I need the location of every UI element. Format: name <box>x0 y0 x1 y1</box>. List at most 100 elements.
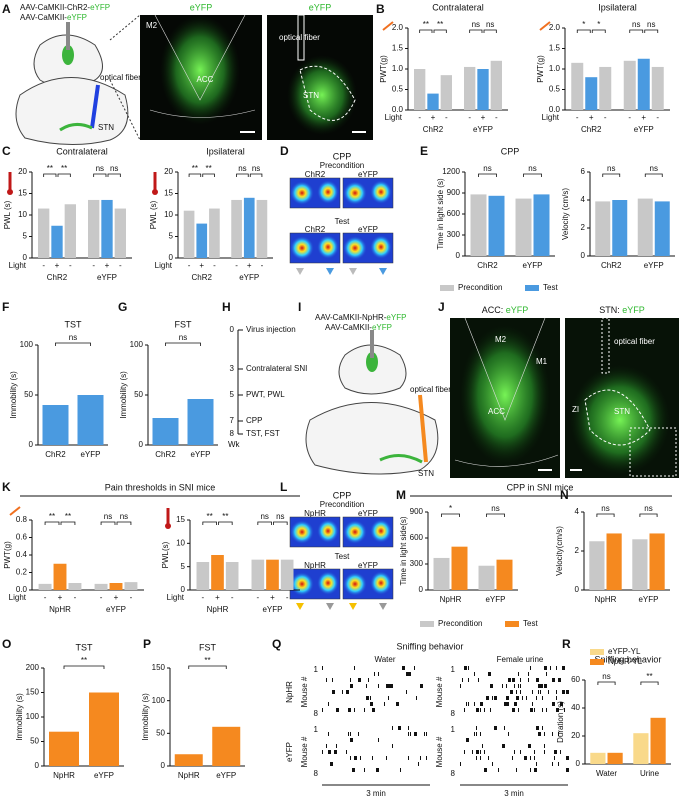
axis-label: Mouse # <box>300 736 309 767</box>
raster-event <box>426 732 427 736</box>
heatmap-spot <box>317 180 339 204</box>
raster-event <box>354 708 355 712</box>
bar <box>124 582 138 590</box>
group-label: Urine <box>640 769 660 778</box>
raster-event <box>518 684 519 688</box>
scale-label: 3 min <box>504 789 524 798</box>
group-label: eYFP <box>262 605 282 614</box>
raster-event <box>524 756 527 760</box>
raster-event <box>492 696 493 700</box>
virus-name: AAV-CaMKII- <box>20 13 67 22</box>
x-sign: + <box>589 113 594 122</box>
bar <box>595 201 611 256</box>
raster-event <box>552 762 553 766</box>
raster-event <box>520 750 521 754</box>
bar <box>251 559 265 590</box>
sig-bracket <box>116 521 132 525</box>
sig-label: ns <box>120 512 128 521</box>
sig-bracket <box>640 681 659 685</box>
raster-event <box>512 708 515 712</box>
raster-event <box>474 732 475 736</box>
projection <box>59 123 93 132</box>
sig-label: ns <box>238 164 246 173</box>
raster-event <box>330 762 333 766</box>
sig-bracket <box>478 173 497 177</box>
sig-label: ns <box>491 504 499 513</box>
raster-event <box>406 690 407 694</box>
sig-label: ns <box>601 504 609 513</box>
raster-event <box>326 744 327 748</box>
y-tick-label: 2.0 <box>549 23 561 32</box>
raster-event <box>542 708 543 712</box>
y-tick-label: 50 <box>24 390 33 399</box>
raster-event <box>506 696 509 700</box>
raster-event <box>544 666 547 670</box>
bar <box>53 563 67 590</box>
sig-bracket <box>188 665 227 669</box>
y-tick-label: 4 <box>575 507 580 516</box>
y-tick-label: 0 <box>456 251 461 260</box>
sig-label: ns <box>632 20 640 29</box>
raster-event <box>392 744 393 748</box>
x-sign: + <box>58 593 63 602</box>
heatmap-spot <box>343 520 367 544</box>
sig-label: ns <box>472 20 480 29</box>
fiber-label: optical fiber <box>100 73 141 82</box>
sig-bracket <box>273 521 288 525</box>
bar <box>187 399 214 445</box>
injection <box>62 45 74 65</box>
raster-event <box>514 684 515 688</box>
raster-event <box>350 684 353 688</box>
x-sign: - <box>213 261 216 270</box>
legend-label: NpHR-YL <box>608 657 643 666</box>
row-label: 8 <box>451 769 456 778</box>
y-tick-label: 15 <box>164 189 173 198</box>
raster-event <box>528 744 531 748</box>
raster-event <box>468 666 469 670</box>
sig-label: ns <box>644 504 652 513</box>
x-sign: - <box>92 261 95 270</box>
raster-event <box>506 684 507 688</box>
raster-event <box>468 678 469 682</box>
bar <box>101 199 113 258</box>
raster-event <box>562 702 563 706</box>
sig-label: * <box>449 504 452 513</box>
sig-label: ** <box>437 20 443 29</box>
chart-title: TST <box>76 642 94 652</box>
bar <box>606 533 622 590</box>
triangle <box>379 268 387 275</box>
raster-event <box>548 690 549 694</box>
group-label: eYFP <box>634 125 654 134</box>
y-axis-label: Immobility (s) <box>9 371 18 419</box>
region-label: ACC <box>197 75 214 84</box>
virus-tag: eYFP <box>67 13 87 22</box>
region-label: ZI <box>572 405 579 414</box>
raster-event <box>332 678 333 682</box>
panel-label: Q <box>272 637 281 651</box>
raster-event <box>328 732 329 736</box>
raster-event <box>462 678 463 682</box>
image-title: eYFP <box>309 2 332 12</box>
raster-event <box>520 684 521 688</box>
y-tick-label: 10 <box>18 210 27 219</box>
raster-event <box>538 678 539 682</box>
raster-event <box>406 672 409 676</box>
sig-bracket <box>188 173 202 177</box>
panel-label: N <box>560 488 569 502</box>
raster-event <box>546 672 547 676</box>
y-tick-label: 1200 <box>442 167 460 176</box>
sig-label: ns <box>486 20 494 29</box>
x-sign: - <box>201 593 204 602</box>
region-label: M1 <box>536 357 548 366</box>
raster-event <box>414 732 417 736</box>
y-tick-label: 10 <box>176 538 185 547</box>
raster-event <box>558 678 561 682</box>
panel-q: Sniffing behavior Water Female urine NpH… <box>285 641 568 798</box>
bar <box>464 66 476 110</box>
syringe <box>66 22 70 50</box>
x-sign: - <box>656 113 659 122</box>
raster-event <box>536 762 537 766</box>
group-label: eYFP <box>216 771 236 780</box>
raster-event <box>554 750 557 754</box>
x-sign: - <box>628 113 631 122</box>
